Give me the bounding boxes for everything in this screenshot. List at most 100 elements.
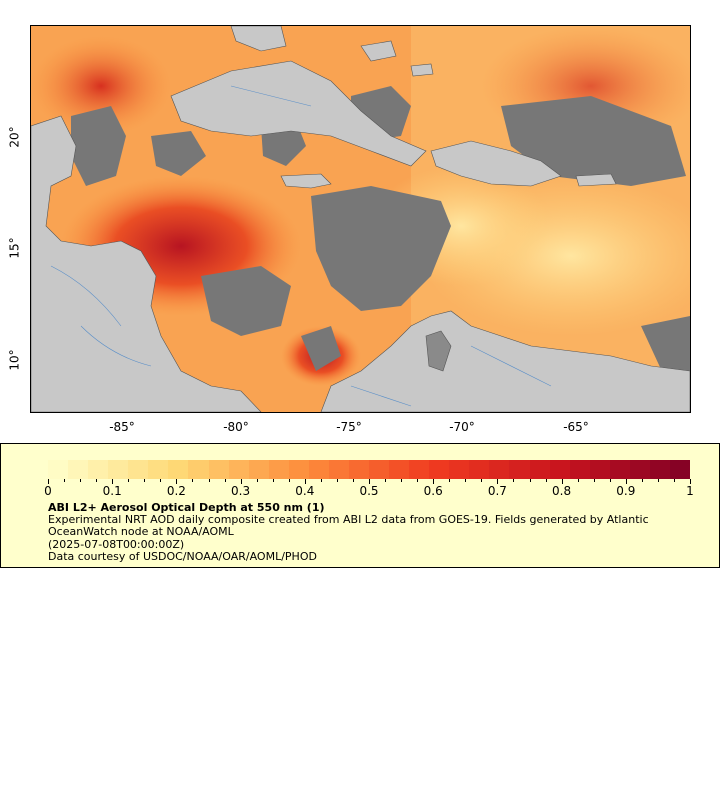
colorbar-tick-mark	[561, 479, 563, 484]
colorbar-tick-mark	[577, 479, 579, 482]
colorbar-tick-mark	[593, 479, 595, 482]
colorbar-tick-mark	[128, 479, 130, 482]
colorbar-segment	[369, 460, 390, 479]
colorbar-tick-mark	[417, 479, 419, 482]
x-tick-label: -75°	[336, 420, 362, 434]
colorbar-tick-mark	[529, 479, 531, 482]
colorbar-tick-mark	[256, 479, 258, 482]
colorbar-segment	[489, 460, 510, 479]
colorbar-segment	[228, 460, 249, 479]
y-tick-label: 20°	[7, 126, 22, 148]
colorbar-tick-label: 0.3	[231, 484, 251, 498]
colorbar-segment	[469, 460, 490, 479]
legend-panel: 0 0.1 0.2 0.3 0.4 0.5 0.6 0.7 0.8 0.9 1 ABI L2+ Ae…	[0, 443, 720, 568]
legend-title: ABI L2+ Aerosol Optical Depth at 550 nm …	[48, 501, 325, 514]
colorbar-tick-mark	[497, 479, 499, 484]
colorbar-tick-mark	[673, 479, 675, 482]
colorbar-tick-label: 1	[686, 484, 694, 498]
colorbar-segment	[348, 460, 369, 479]
colorbar-segment	[549, 460, 570, 479]
colorbar-tick-mark	[352, 479, 354, 482]
colorbar-tick-label: 0.7	[487, 484, 507, 498]
colorbar-segment	[248, 460, 269, 479]
colorbar-segment	[509, 460, 530, 479]
colorbar-tick-mark	[385, 479, 387, 482]
colorbar-segment	[148, 460, 169, 479]
colorbar-tick-mark	[369, 479, 370, 484]
colorbar-segment	[88, 460, 109, 479]
land-masses	[31, 26, 690, 412]
colorbar-tick-mark	[657, 479, 659, 482]
colorbar-segment	[328, 460, 349, 479]
colorbar-tick-mark	[224, 479, 226, 482]
colorbar-segment	[449, 460, 470, 479]
colorbar-segment	[669, 460, 690, 479]
colorbar-tick-mark	[64, 479, 66, 482]
colorbar-tick-mark	[48, 479, 49, 484]
colorbar-segment	[609, 460, 630, 479]
colorbar-segment	[569, 460, 590, 479]
rivers	[50, 85, 552, 407]
y-tick-label: 10°	[7, 349, 22, 371]
colorbar-tick-mark	[401, 479, 403, 482]
x-tick-label: -85°	[109, 420, 135, 434]
colorbar-tick-label: 0.5	[359, 484, 379, 498]
colorbar-tick-mark	[449, 479, 451, 482]
x-tick-label: -80°	[223, 420, 249, 434]
colorbar-tick-label: 0.6	[423, 484, 443, 498]
x-tick-label: -70°	[449, 420, 475, 434]
colorbar-tick-label: 0.4	[295, 484, 315, 498]
colorbar-segment	[168, 460, 189, 479]
colorbar-segment	[589, 460, 610, 479]
colorbar-segment	[108, 460, 129, 479]
colorbar-tick-mark	[144, 479, 146, 482]
colorbar-tick-mark	[208, 479, 210, 482]
colorbar-tick-mark	[96, 479, 98, 482]
colorbar-tick-label: 0.1	[102, 484, 122, 498]
colorbar-tick-mark	[641, 479, 643, 482]
colorbar-tick-mark	[545, 479, 547, 482]
colorbar-segment	[188, 460, 209, 479]
map-panel	[30, 25, 691, 413]
colorbar-tick-mark	[80, 479, 82, 482]
colorbar-segment	[529, 460, 550, 479]
aod-hotspot-nw	[31, 36, 171, 136]
colorbar-tick-mark	[690, 479, 691, 484]
legend-credit: Data courtesy of USDOC/NOAA/OAR/AOML/PHO…	[48, 550, 317, 563]
colorbar-segment	[629, 460, 650, 479]
colorbar-segment	[48, 460, 69, 479]
colorbar-tick-mark	[513, 479, 515, 482]
colorbar-tick-mark	[465, 479, 467, 482]
colorbar-tick-mark	[609, 479, 611, 482]
colorbar-segment	[389, 460, 410, 479]
colorbar-tick-label: 0	[44, 484, 52, 498]
colorbar-segment	[68, 460, 89, 479]
colorbar-tick-mark	[240, 479, 242, 484]
aerosol-map	[31, 26, 690, 412]
colorbar-tick-mark	[625, 479, 627, 484]
colorbar-tick-mark	[481, 479, 483, 482]
colorbar-tick-mark	[272, 479, 274, 482]
colorbar-tick-mark	[304, 479, 306, 484]
colorbar-tick-mark	[112, 479, 114, 484]
colorbar-segment	[288, 460, 309, 479]
colorbar-tick-mark	[288, 479, 290, 482]
y-tick-label: 15°	[7, 237, 22, 259]
colorbar	[48, 460, 690, 479]
legend-description: Experimental NRT AOD daily composite cre…	[48, 513, 649, 538]
colorbar-segment	[409, 460, 430, 479]
colorbar-tick-label: 0.8	[552, 484, 572, 498]
colorbar-segment	[128, 460, 149, 479]
colorbar-segment	[268, 460, 289, 479]
colorbar-segment	[429, 460, 450, 479]
colorbar-tick-mark	[320, 479, 322, 482]
x-tick-label: -65°	[563, 420, 589, 434]
colorbar-tick-mark	[176, 479, 178, 484]
colorbar-tick-mark	[336, 479, 338, 482]
colorbar-tick-label: 0.2	[166, 484, 186, 498]
colorbar-tick-label: 0.9	[616, 484, 636, 498]
colorbar-segment	[649, 460, 670, 479]
colorbar-tick-mark	[160, 479, 162, 482]
colorbar-tick-mark	[192, 479, 194, 482]
colorbar-segment	[308, 460, 329, 479]
